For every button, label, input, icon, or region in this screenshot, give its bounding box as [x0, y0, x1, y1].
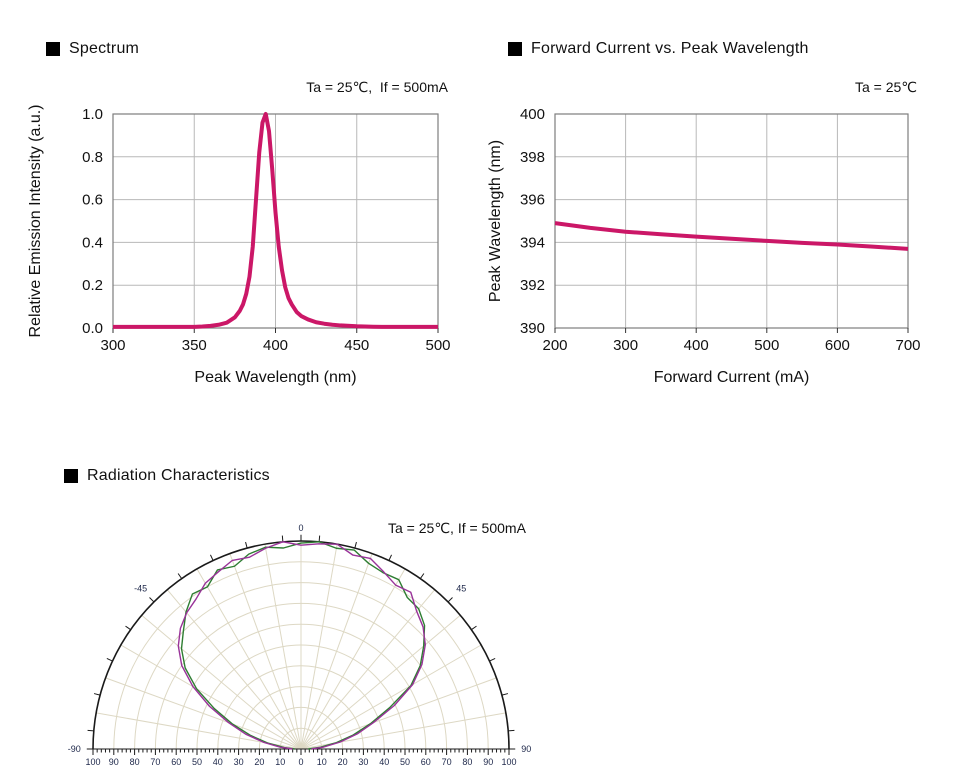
spectrum-y-axis-label: Relative Emission Intensity (a.u.): [27, 105, 44, 338]
svg-text:70: 70: [442, 757, 452, 767]
svg-text:20: 20: [338, 757, 348, 767]
svg-text:350: 350: [182, 337, 207, 354]
svg-text:500: 500: [754, 337, 779, 354]
forward-current-curve: [554, 221, 909, 251]
spectrum-curve: [113, 112, 438, 329]
forward-current-grid: [555, 114, 908, 328]
polar-axis-numbers: 100 90 80 70 60 50 40 30 20 10 0 10 20 30 40 50 60 70 80 90…: [85, 757, 516, 767]
svg-text:70: 70: [150, 757, 160, 767]
svg-text:0.6: 0.6: [82, 192, 103, 209]
svg-text:10: 10: [317, 757, 327, 767]
svg-text:90: 90: [109, 757, 119, 767]
svg-text:30: 30: [358, 757, 368, 767]
svg-text:0: 0: [298, 523, 303, 533]
polar-angle-ticks: [87, 534, 515, 732]
svg-text:-45: -45: [134, 584, 147, 594]
forward-current-y-tick-labels: 390 392 394 396 398 400: [520, 106, 545, 337]
svg-text:50: 50: [192, 757, 202, 767]
polar-angle-labels: 0 -45 45 -90 90: [68, 523, 532, 754]
polar-grid: [96, 541, 506, 750]
spectrum-y-tick-labels: 0.0 0.2 0.4 0.6 0.8 1.0: [82, 106, 103, 337]
svg-text:450: 450: [344, 337, 369, 354]
svg-text:30: 30: [234, 757, 244, 767]
svg-text:200: 200: [542, 337, 567, 354]
svg-text:400: 400: [520, 106, 545, 123]
svg-text:390: 390: [520, 320, 545, 337]
forward-current-x-tick-labels: 200 300 400 500 600 700: [542, 337, 920, 354]
section-marker-icon: [64, 469, 78, 483]
svg-text:700: 700: [895, 337, 920, 354]
svg-text:396: 396: [520, 192, 545, 209]
forward-current-x-axis-label: Forward Current (mA): [654, 369, 810, 386]
svg-text:40: 40: [379, 757, 389, 767]
radiation-polar-chart: 100 90 80 70 60 50 40 30 20 10 0 10 20 30 40 50 60 70 80 90…: [68, 523, 532, 767]
forward-current-plot-border: [554, 113, 909, 329]
radiation-purple-curve: [177, 541, 426, 750]
svg-text:500: 500: [425, 337, 450, 354]
svg-text:300: 300: [613, 337, 638, 354]
svg-text:0.4: 0.4: [82, 234, 103, 251]
radiation-condition: Ta = 25℃, If = 500mA: [388, 520, 526, 536]
svg-text:398: 398: [520, 149, 545, 166]
svg-text:80: 80: [130, 757, 140, 767]
polar-outer-circle: [92, 540, 510, 750]
svg-text:50: 50: [400, 757, 410, 767]
svg-text:394: 394: [520, 234, 545, 251]
radiation-section-heading: Radiation Characteristics: [64, 467, 270, 485]
forward-current-x-ticks: [554, 328, 909, 333]
spectrum-x-tick-labels: 300 350 400 450 500: [100, 337, 450, 354]
svg-text:10: 10: [275, 757, 285, 767]
polar-horizontal-axis: [86, 748, 516, 755]
svg-text:300: 300: [100, 337, 125, 354]
svg-text:600: 600: [825, 337, 850, 354]
svg-text:1.0: 1.0: [82, 106, 103, 123]
svg-text:80: 80: [462, 757, 472, 767]
svg-text:60: 60: [421, 757, 431, 767]
forward-current-condition: Ta = 25℃: [854, 79, 917, 95]
forward-current-title: Forward Current vs. Peak Wavelength: [531, 40, 809, 57]
section-marker-icon: [508, 42, 522, 56]
spectrum-condition: Ta = 25℃, If = 500mA: [306, 79, 448, 95]
spectrum-section-heading: Spectrum: [46, 40, 139, 58]
svg-text:0.8: 0.8: [82, 149, 103, 166]
spectrum-title: Spectrum: [69, 40, 140, 57]
spectrum-x-axis-label: Peak Wavelength (nm): [194, 369, 356, 386]
svg-text:100: 100: [501, 757, 516, 767]
svg-text:0.2: 0.2: [82, 277, 103, 294]
forward-current-section-heading: Forward Current vs. Peak Wavelength: [508, 40, 809, 58]
svg-text:0.0: 0.0: [82, 320, 103, 337]
svg-text:40: 40: [213, 757, 223, 767]
svg-text:392: 392: [520, 277, 545, 294]
svg-text:60: 60: [171, 757, 181, 767]
svg-text:45: 45: [456, 584, 466, 594]
forward-current-y-axis-label: Peak Wavelength (nm): [487, 140, 504, 302]
svg-text:90: 90: [521, 744, 531, 754]
svg-text:20: 20: [254, 757, 264, 767]
forward-current-chart: 200 300 400 500 600 700 390 392 394 396 398 400 Forw…: [487, 106, 921, 386]
radiation-title: Radiation Characteristics: [87, 467, 270, 484]
svg-text:400: 400: [263, 337, 288, 354]
svg-text:90: 90: [483, 757, 493, 767]
svg-text:0: 0: [298, 757, 303, 767]
svg-text:-90: -90: [68, 744, 81, 754]
svg-text:400: 400: [684, 337, 709, 354]
spectrum-chart: 300 350 400 450 500 0.0 0.2 0.4 0.6 0.8 1.0 Peak Wa…: [27, 105, 451, 386]
section-marker-icon: [46, 42, 60, 56]
svg-text:100: 100: [85, 757, 100, 767]
